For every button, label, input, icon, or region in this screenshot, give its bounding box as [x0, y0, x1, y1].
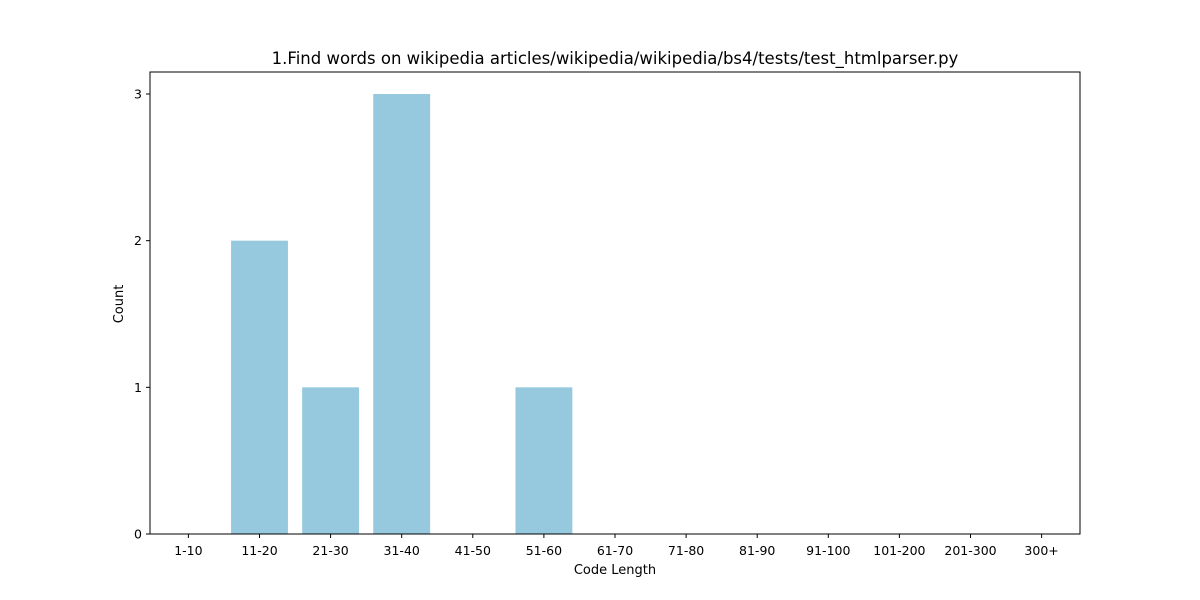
x-tick-label: 300+: [1024, 543, 1058, 558]
x-tick-label: 41-50: [455, 543, 491, 558]
y-tick-label: 1: [134, 380, 142, 395]
x-tick-label: 201-300: [944, 543, 996, 558]
y-tick-label: 2: [134, 233, 142, 248]
bar-31-40: [373, 94, 431, 534]
x-tick-label: 71-80: [668, 543, 704, 558]
x-tick-label: 31-40: [384, 543, 420, 558]
y-axis-label: Count: [112, 285, 127, 324]
x-tick-label: 81-90: [739, 543, 775, 558]
bar-11-20: [231, 240, 288, 535]
y-tick-label: 3: [134, 87, 142, 102]
x-tick-label: 11-20: [241, 543, 277, 558]
x-tick-label: 61-70: [597, 543, 633, 558]
chart-title: 1.Find words on wikipedia articles/wikip…: [272, 49, 959, 69]
x-tick-label: 21-30: [312, 543, 348, 558]
y-axis: 0 1 2 3: [134, 87, 150, 542]
bar-51-60: [515, 387, 573, 534]
bars-group: [231, 94, 573, 535]
bar-21-30: [302, 387, 360, 534]
x-tick-label: 51-60: [526, 543, 562, 558]
y-tick-label: 0: [134, 527, 142, 542]
x-axis-label: Code Length: [574, 563, 656, 578]
x-tick-label: 1-10: [174, 543, 202, 558]
x-tick-label: 101-200: [873, 543, 925, 558]
x-axis: 1-10 11-20 21-30 31-40 41-50 51-60 61-70 71-80 8…: [174, 534, 1059, 558]
x-tick-label: 91-100: [806, 543, 850, 558]
